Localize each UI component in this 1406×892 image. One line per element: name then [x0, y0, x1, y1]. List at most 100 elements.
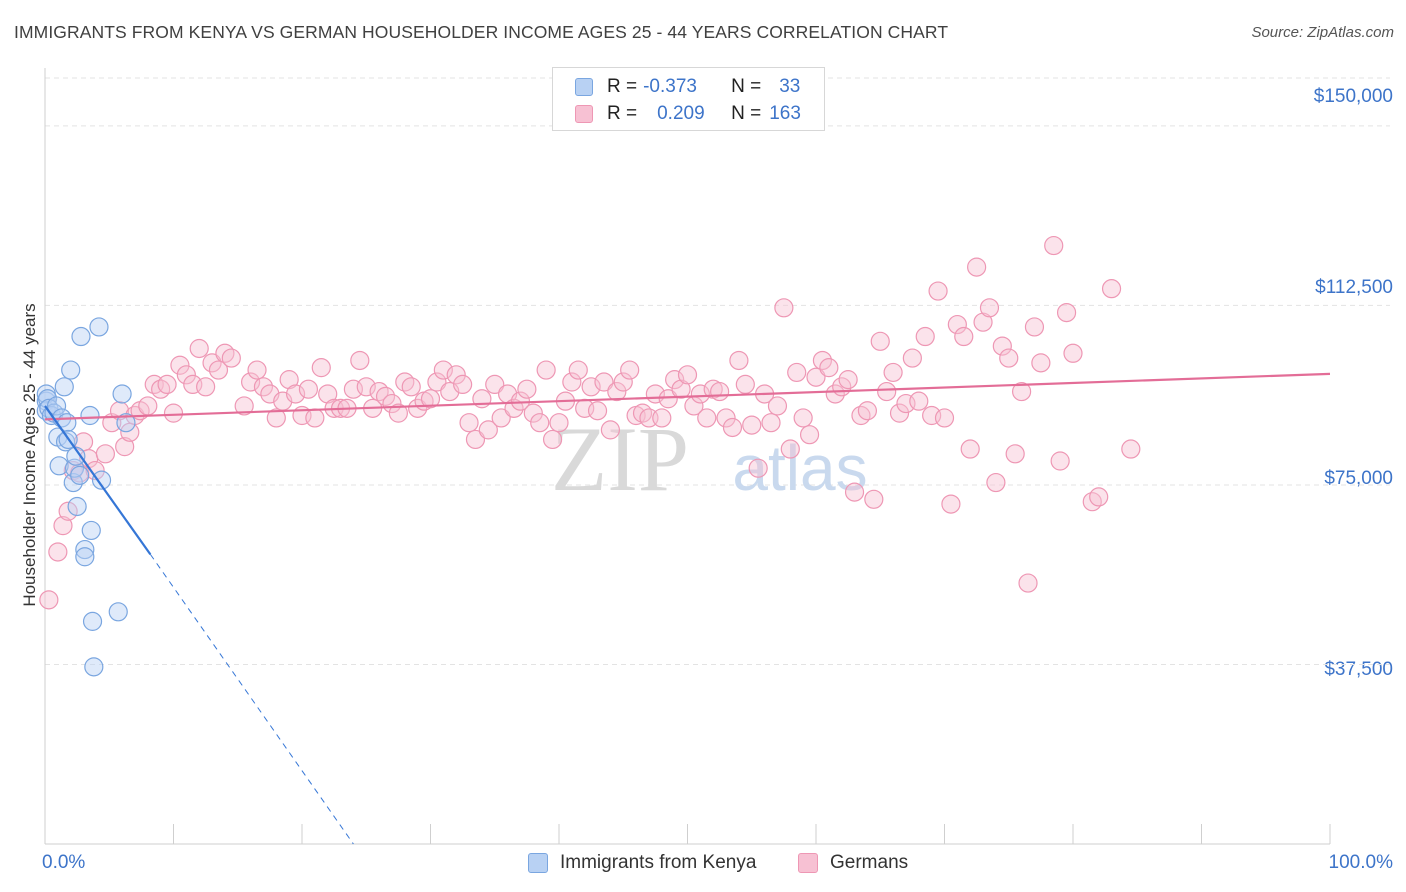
trend-lines: [44, 372, 1331, 845]
data-point: [66, 446, 86, 466]
data-point: [446, 365, 466, 385]
data-point: [491, 408, 511, 428]
chart-title: IMMIGRANTS FROM KENYA VS GERMAN HOUSEHOL…: [14, 22, 949, 42]
data-point: [1031, 353, 1051, 373]
data-point: [157, 374, 177, 394]
germans-trend-line: [44, 372, 1331, 421]
data-point: [81, 520, 101, 541]
data-point: [934, 408, 955, 428]
data-point: [793, 408, 813, 428]
data-point: [677, 365, 698, 385]
data-point: [465, 429, 486, 450]
y-tick-label: $150,000: [1313, 86, 1393, 107]
data-point: [453, 374, 473, 394]
data-point: [613, 372, 633, 392]
data-point: [1050, 451, 1070, 471]
data-point: [234, 396, 254, 416]
data-point: [517, 379, 537, 399]
data-point: [58, 501, 78, 521]
data-point: [356, 377, 376, 397]
data-point: [941, 494, 961, 514]
data-point: [774, 298, 794, 318]
data-point: [67, 496, 87, 517]
kenya-trend-line: [44, 405, 152, 555]
data-point: [49, 456, 69, 476]
data-point: [594, 372, 614, 392]
kenya-r-label: R =: [607, 76, 638, 97]
data-point: [787, 362, 807, 383]
data-point: [652, 408, 672, 428]
data-point: [799, 425, 820, 445]
data-point: [253, 377, 274, 397]
data-point: [844, 482, 865, 502]
data-point: [671, 379, 691, 399]
legend-item-germans[interactable]: Germans: [798, 852, 908, 874]
germans-swatch: [575, 105, 593, 123]
legend-item-kenya[interactable]: Immigrants from Kenya: [528, 852, 756, 874]
data-point: [1018, 573, 1038, 593]
data-point: [285, 384, 306, 404]
legend-kenya-label: Immigrants from Kenya: [560, 852, 757, 873]
data-point: [986, 472, 1006, 493]
data-point: [478, 420, 498, 440]
data-point: [84, 657, 104, 677]
data-point: [375, 386, 396, 406]
data-point: [75, 547, 95, 567]
data-point: [780, 439, 800, 459]
data-point: [967, 257, 987, 277]
data-point: [80, 405, 100, 426]
germans-n-value: 163: [769, 103, 801, 124]
data-point: [877, 381, 897, 402]
data-point: [1089, 487, 1109, 507]
data-point: [53, 516, 73, 536]
kenya-swatch: [575, 78, 593, 96]
data-point: [427, 372, 447, 392]
data-point: [70, 465, 90, 485]
data-point: [318, 384, 338, 404]
data-point: [857, 401, 878, 421]
data-point: [960, 439, 980, 459]
chart-source: Source: ZipAtlas.com: [1251, 24, 1394, 41]
data-point: [54, 377, 74, 397]
data-point: [55, 432, 76, 452]
data-point: [1121, 439, 1141, 459]
data-point: [825, 384, 845, 404]
germans-n-label: N =: [731, 103, 762, 124]
data-point: [208, 360, 229, 380]
data-point: [523, 403, 543, 423]
germans-series: [39, 235, 1141, 610]
legend-germans-label: Germans: [830, 852, 909, 873]
data-point: [568, 360, 588, 380]
data-point: [909, 391, 929, 411]
data-point: [735, 374, 755, 394]
data-point: [838, 370, 858, 390]
data-point: [1101, 279, 1122, 299]
data-point: [1011, 381, 1032, 402]
kenya-stats-row: R = -0.373 N = 33: [575, 75, 800, 99]
data-point: [1056, 302, 1077, 323]
data-point: [665, 370, 685, 390]
x-tick-label-min: 0.0%: [42, 852, 86, 873]
data-point: [420, 389, 441, 409]
kenya-trend-extension: [149, 554, 354, 845]
data-point: [89, 317, 109, 337]
axes: [44, 68, 1331, 845]
data-point: [170, 355, 190, 375]
data-point: [388, 403, 408, 423]
data-point: [710, 381, 730, 402]
germans-r-value: 0.209: [657, 103, 705, 124]
data-point: [401, 377, 421, 397]
data-point: [433, 360, 453, 380]
germans-r-label: R =: [607, 103, 638, 124]
data-point: [999, 348, 1019, 368]
data-point: [658, 389, 678, 409]
data-point: [408, 398, 428, 418]
data-point: [221, 348, 241, 368]
data-point: [979, 298, 1000, 318]
data-point: [116, 413, 136, 433]
data-point: [196, 377, 216, 397]
data-point: [39, 590, 59, 610]
data-point: [46, 396, 67, 416]
y-tick-label: $75,000: [1324, 468, 1393, 489]
